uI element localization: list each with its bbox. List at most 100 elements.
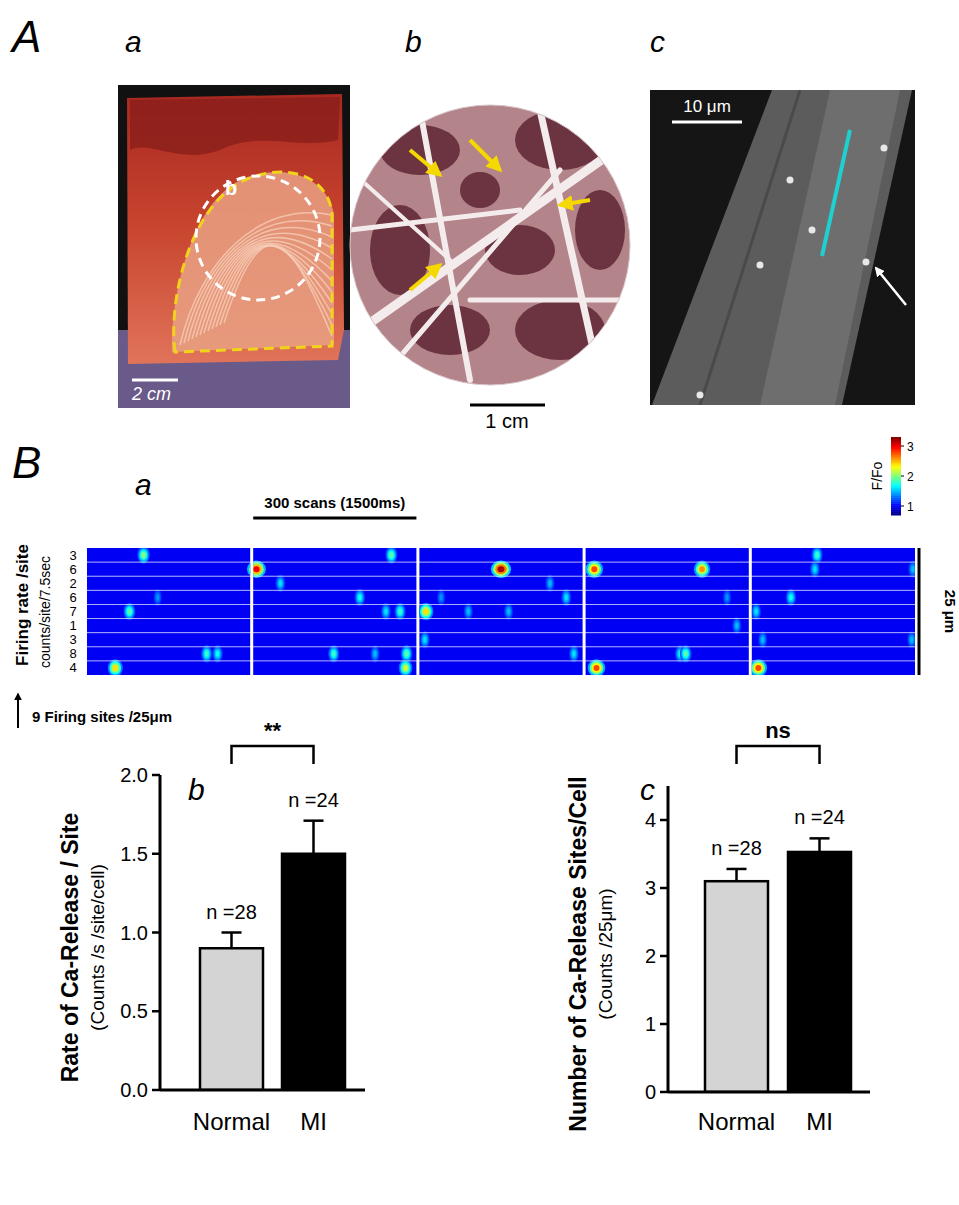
n-label: n =24: [288, 789, 339, 811]
space-bar: [918, 548, 921, 675]
tissue-striation: [180, 213, 332, 345]
ca-spark: [504, 603, 513, 620]
significance-bracket: [737, 746, 820, 764]
ca-spark-core: [205, 651, 209, 657]
ca-spark: [275, 575, 285, 592]
figure: Aabcb2 cm1 cm10 μmBa362671384300 scans (…: [0, 0, 959, 1205]
ca-spark-core: [594, 665, 600, 671]
ca-spark-core: [751, 661, 765, 675]
ca-spark-core: [789, 594, 793, 600]
site-rate: 6: [69, 590, 76, 605]
pointer-arrow: [470, 140, 500, 170]
ca-spark-core: [811, 562, 819, 576]
ca-spark-core: [681, 647, 690, 661]
ca-spark-core: [439, 592, 444, 602]
ca-spark-core: [213, 647, 221, 661]
linescan-image: [87, 546, 917, 676]
ca-spark-core: [384, 609, 387, 615]
ca-spark: [751, 603, 761, 620]
ca-spark: [437, 589, 446, 606]
ca-spark-core: [759, 633, 766, 647]
row-divider: [87, 632, 915, 633]
magnified-photo: 1 cm: [350, 105, 630, 432]
ca-spark-core: [753, 607, 759, 617]
ca-spark-core: [909, 562, 916, 576]
tissue-striation: [220, 246, 332, 325]
ca-spark-core: [382, 605, 390, 619]
scan-segment: [87, 548, 250, 675]
ca-spark: [108, 659, 123, 676]
row-subtitle: counts/site/7.5sec: [37, 556, 53, 668]
pointer-arrow: [560, 200, 590, 205]
ca-spark-core: [331, 649, 337, 659]
tissue: [127, 94, 344, 364]
ca-spark-core: [396, 605, 405, 619]
ca-spark-core: [734, 621, 739, 631]
bar: [705, 881, 768, 1092]
ca-spark-core: [402, 647, 411, 661]
site-rate: 4: [69, 660, 76, 675]
row-divider: [87, 562, 915, 563]
ca-spark: [586, 560, 604, 577]
ca-spark-core: [547, 578, 552, 588]
bright-spot: [787, 177, 794, 184]
colorbar-tick: [901, 476, 904, 477]
error-cap: [727, 868, 747, 871]
ca-spark: [464, 603, 473, 620]
ca-spark-core: [682, 649, 689, 659]
ca-spark: [723, 589, 732, 606]
row-divider: [87, 576, 915, 577]
ca-spark: [395, 603, 406, 620]
ca-spark-core: [752, 605, 760, 619]
ca-spark: [201, 645, 212, 662]
ca-spark-core: [498, 566, 505, 572]
ca-spark-core: [398, 609, 402, 615]
tissue-striation: [192, 233, 332, 339]
ca-spark-core: [733, 619, 740, 633]
ca-spark: [328, 645, 339, 662]
row-title: Firing rate /site: [13, 544, 32, 666]
tissue-pocket: [460, 172, 500, 208]
colorbar-tick: [901, 446, 904, 447]
scan-segment: [752, 548, 915, 675]
magnified-content: [350, 105, 630, 385]
ca-spark: [124, 603, 136, 620]
y-tick-label: 2: [645, 945, 656, 967]
bar: [282, 854, 345, 1090]
ca-spark-core: [696, 562, 709, 576]
ca-spark-core: [507, 609, 510, 615]
ca-spark-core: [403, 649, 410, 659]
ca-spark: [569, 645, 579, 662]
ca-spark-core: [402, 663, 410, 673]
image-ground: [650, 90, 915, 405]
time-bar: [253, 517, 416, 520]
ca-spark-core: [421, 633, 429, 647]
ca-spark-core: [465, 605, 472, 619]
cell-bright: [760, 90, 900, 405]
panel-letter: b: [188, 773, 205, 806]
ca-spark-core: [251, 564, 262, 574]
ca-spark: [153, 589, 162, 606]
y-axis-subtitle: (Counts /25μm): [595, 888, 616, 1019]
error-bar: [230, 933, 233, 949]
ca-spark-core: [814, 550, 820, 560]
ca-spark-core: [438, 591, 445, 605]
tissue-striation: [196, 238, 332, 337]
ca-spark-core: [505, 605, 512, 619]
tissue-striation: [216, 246, 332, 327]
tissue-striation: [204, 243, 332, 333]
ca-spark: [750, 659, 768, 676]
ca-spark-core: [279, 580, 282, 586]
ca-spark-core: [724, 591, 731, 605]
scan-line: [822, 130, 850, 256]
bars: [705, 838, 851, 1092]
bars: [200, 821, 345, 1090]
ca-spark-core: [423, 637, 426, 643]
ca-spark: [491, 560, 511, 577]
photo-ground: [350, 105, 630, 385]
ca-spark: [561, 589, 571, 606]
ca-spark-core: [154, 591, 161, 605]
ca-spark-core: [253, 566, 259, 572]
ca-spark-core: [755, 665, 761, 671]
space-bar-label: 25 μm: [942, 590, 959, 633]
